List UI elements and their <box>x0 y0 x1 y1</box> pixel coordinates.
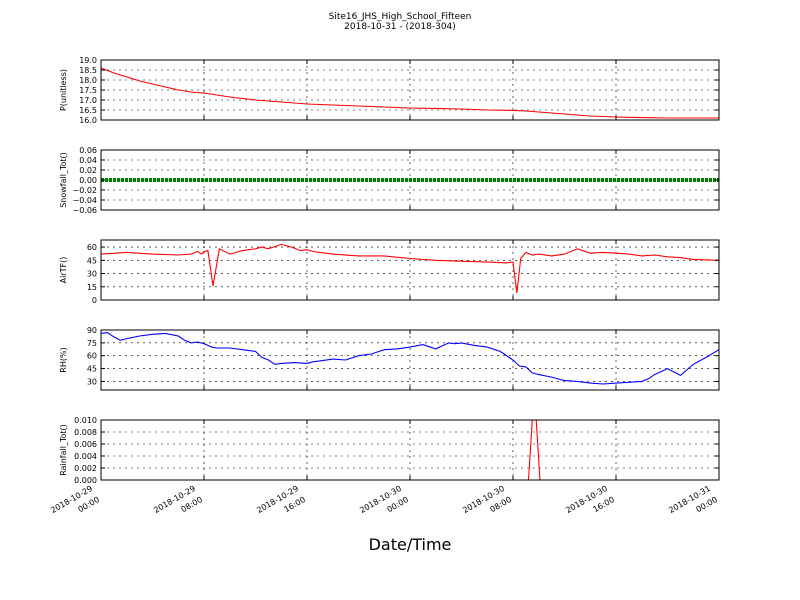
y-tick-label: 18.5 <box>79 66 97 75</box>
y-tick-label: 60 <box>87 243 97 252</box>
chart-title: Site16_JHS_High_School_Fifteen <box>329 12 472 22</box>
y-tick-label: 16.0 <box>79 116 97 125</box>
panel-4: 30 45 60 75 90 RH(%) <box>59 326 720 391</box>
y-tick-label: 15 <box>87 283 97 292</box>
series-line <box>100 243 720 293</box>
y-tick-label: −0.04 <box>72 196 97 205</box>
panel-1: 16.016.517.017.518.018.519.0 P(unitless) <box>59 56 720 125</box>
y-tick-label: 45 <box>87 365 97 374</box>
y-axis-label: Snowfall_Tot() <box>59 152 68 208</box>
series-line <box>100 332 720 385</box>
panel-3: 0 15 30 45 60 AirTF() <box>59 239 720 305</box>
x-axis-label: Date/Time <box>369 535 452 554</box>
series-line <box>100 67 719 119</box>
y-axis-label: Rainfall_Tot() <box>59 424 68 476</box>
panel-5: 0.000 0.002 0.004 0.006 0.008 0.010 Rainfall_T… <box>59 416 720 485</box>
y-tick-label: 0.006 <box>74 440 97 449</box>
y-tick-label: 90 <box>87 326 97 335</box>
y-axis-label: P(unitless) <box>59 69 68 111</box>
y-tick-label: 30 <box>87 377 97 386</box>
y-tick-label: 16.5 <box>79 106 97 115</box>
y-tick-label: 17.0 <box>79 96 97 105</box>
y-tick-label: 75 <box>87 339 97 348</box>
chart-subtitle: 2018-10-31 - (2018-304) <box>344 22 456 32</box>
y-tick-label: 0.002 <box>74 464 97 473</box>
y-tick-label: 0.010 <box>74 416 97 425</box>
y-axis-label: AirTF() <box>59 257 68 284</box>
y-tick-label: 0.004 <box>74 452 97 461</box>
y-tick-label: 0.04 <box>79 156 97 165</box>
y-axis-label: RH(%) <box>59 347 68 372</box>
panel-2: −0.06−0.04−0.020.000.020.040.06 Snowfall_… <box>59 146 720 215</box>
y-tick-label: 18.0 <box>79 76 97 85</box>
y-tick-label: 0.008 <box>74 428 97 437</box>
y-tick-label: 17.5 <box>79 86 97 95</box>
y-tick-label: 0.02 <box>79 166 97 175</box>
y-tick-label: 19.0 <box>79 56 97 65</box>
y-tick-label: 0 <box>92 296 97 305</box>
panels: 16.016.517.017.518.018.519.0 P(unitless) −… <box>59 56 720 485</box>
y-tick-label: 0.00 <box>79 176 97 185</box>
y-tick-label: 0.06 <box>79 146 97 155</box>
y-tick-label: 30 <box>87 270 97 279</box>
y-tick-label: −0.06 <box>72 206 97 215</box>
y-tick-label: −0.02 <box>72 186 97 195</box>
y-tick-label: 60 <box>87 352 97 361</box>
y-tick-label: 45 <box>87 256 97 265</box>
y-tick-label: 0.000 <box>74 476 97 485</box>
